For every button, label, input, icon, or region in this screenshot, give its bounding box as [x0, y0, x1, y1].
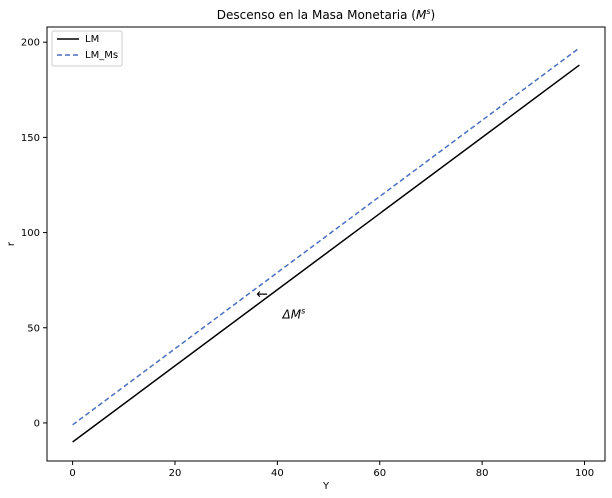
delta-m-symbol: M	[291, 307, 302, 321]
title-close: )	[431, 8, 436, 22]
series-line-lm	[72, 64, 580, 443]
title-main: Descenso en la Masa Monetaria (	[217, 8, 416, 22]
y-tick-label: 200	[21, 38, 40, 49]
legend-label-lm-ms: LM_Ms	[85, 50, 118, 61]
chart-title: Descenso en la Masa Monetaria (Ms)	[217, 7, 435, 22]
x-tick-label: 0	[69, 468, 75, 479]
x-tick-label: 80	[476, 468, 489, 479]
series-layer	[72, 47, 580, 443]
x-ticks: 0 20 40 60 80 100	[69, 461, 594, 479]
x-tick-label: 20	[169, 468, 182, 479]
delta-ms-label: ΔMs	[281, 306, 305, 321]
y-tick-label: 100	[21, 228, 40, 239]
y-tick-label: 50	[27, 323, 40, 334]
legend-label-lm: LM	[85, 34, 99, 45]
title-symbol: M	[416, 8, 427, 22]
x-axis-label: Y	[322, 481, 330, 492]
legend: LM LM_Ms	[51, 30, 123, 67]
series-line-lm-ms	[72, 47, 580, 426]
y-axis-label: r	[6, 241, 17, 246]
y-tick-label: 150	[21, 133, 40, 144]
y-ticks: 0 50 100 150 200	[21, 38, 47, 429]
y-tick-label: 0	[34, 418, 40, 429]
x-tick-label: 100	[575, 468, 594, 479]
x-tick-label: 60	[373, 468, 386, 479]
shift-arrow: ←	[256, 286, 268, 302]
title-superscript: s	[426, 7, 430, 16]
delta-superscript: s	[301, 306, 305, 315]
delta-symbol: Δ	[281, 307, 290, 321]
plot-frame	[46, 26, 606, 462]
x-tick-label: 40	[271, 468, 284, 479]
